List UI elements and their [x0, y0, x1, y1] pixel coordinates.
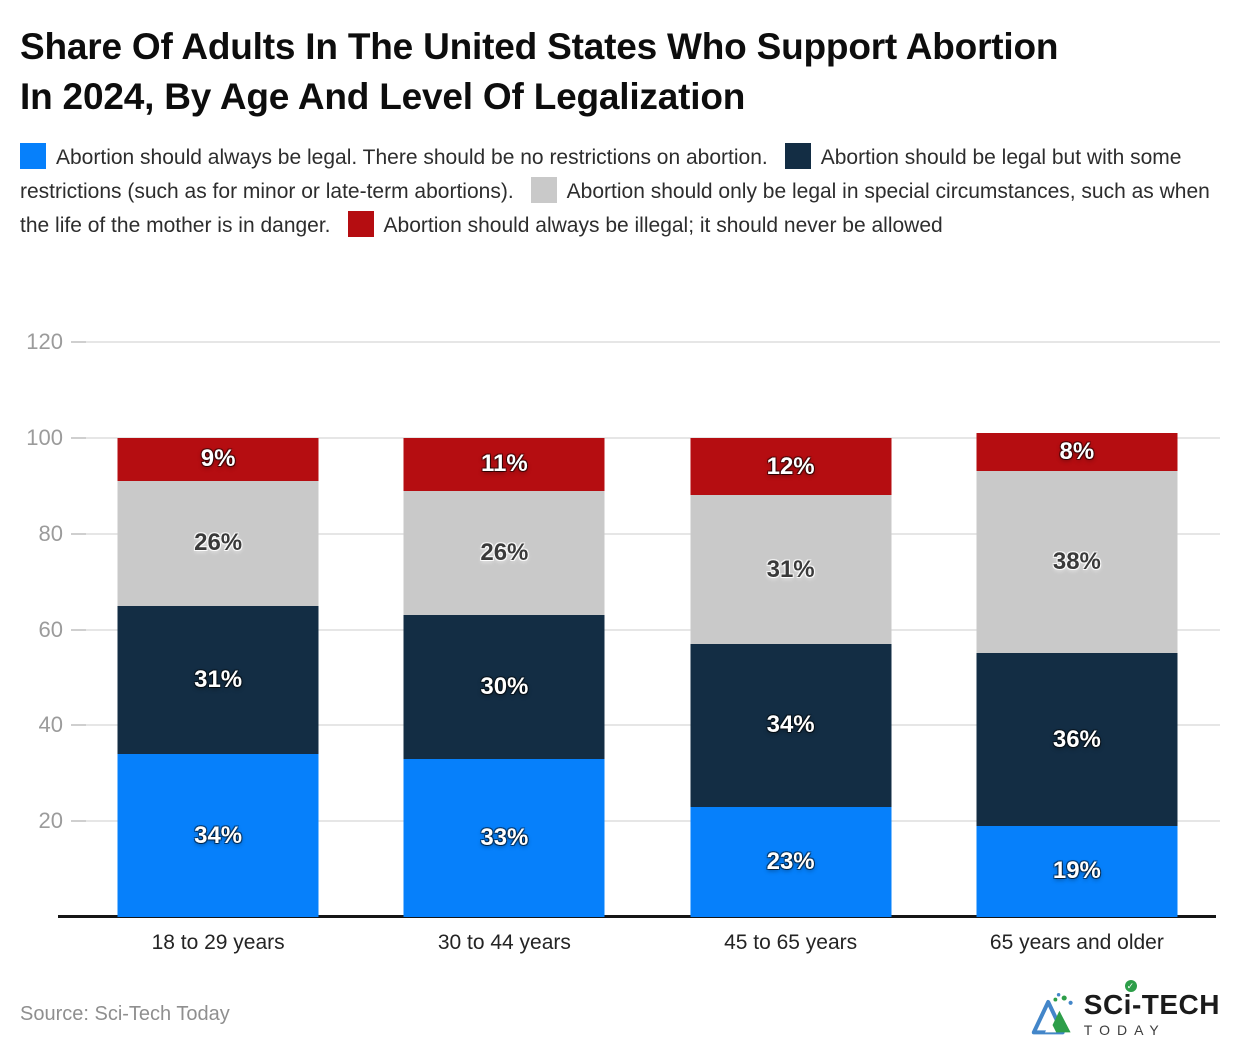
legend-label-0: Abortion should always be legal. There s… [56, 146, 768, 169]
legend-item-3: Abortion should always be illegal; it sh… [331, 211, 943, 237]
page-title-line-2: In 2024, By Age And Level Of Legalizatio… [20, 76, 746, 117]
bar-value-label: 34% [194, 821, 243, 849]
brand-i-glyph: i [1123, 989, 1132, 1020]
x-axis-label-65-years-and-older: 65 years and older [989, 931, 1164, 954]
legend-swatch-3 [347, 211, 374, 237]
chart-legend: Abortion should always be legal. There s… [20, 141, 1225, 243]
bar-segment-18-to-29-years-series-2[interactable]: 26% [117, 480, 319, 606]
source-text: Source: Sci-Tech Today [20, 1003, 230, 1025]
brand-letter-i: i ✓ [1123, 980, 1137, 1020]
bar-segment-30-to-44-years-series-3[interactable]: 11% [403, 437, 605, 491]
bar-value-label: 36% [1052, 725, 1101, 753]
y-axis: 20 40 60 80 100 120 [0, 331, 63, 917]
x-axis-label-30-to-44-years: 30 to 44 years [437, 931, 571, 954]
x-axis-label-45-to-65-years: 45 to 65 years [724, 931, 858, 954]
bar-segment-18-to-29-years-series-3[interactable]: 9% [117, 437, 319, 481]
bar-value-label: 34% [766, 711, 815, 739]
brand-prefix: SC [1083, 989, 1124, 1020]
bar-segment-65-years-and-older-series-3[interactable]: 8% [976, 433, 1178, 472]
bar-value-label: 26% [480, 538, 529, 566]
x-axis-label-18-to-29-years: 18 to 29 years [151, 931, 285, 954]
bar-value-label: 23% [766, 847, 815, 875]
y-tick-20 [71, 820, 86, 823]
bar-value-label: 8% [1059, 438, 1095, 466]
bar-value-label: 31% [766, 555, 815, 583]
brand-name: SCi ✓ -TECH [1083, 980, 1220, 1020]
bar-value-label: 33% [480, 823, 529, 851]
bar-18-to-29-years[interactable]: 9% 26% 31% 34% [117, 342, 319, 917]
gridline-60 [75, 628, 1220, 631]
y-tick-label-40: 40 [38, 712, 63, 738]
y-tick-120 [71, 341, 86, 343]
bar-segment-45-to-65-years-series-2[interactable]: 31% [690, 495, 892, 644]
page-title-line-1: Share Of Adults In The United States Who… [20, 26, 1059, 67]
bar-45-to-65-years[interactable]: 12% 31% 34% 23% [690, 342, 892, 917]
brand-suffix: -TECH [1131, 989, 1220, 1020]
bar-segment-18-to-29-years-series-1[interactable]: 31% [117, 605, 319, 755]
bar-segment-45-to-65-years-series-0[interactable]: 23% [690, 806, 892, 917]
bar-value-label: 30% [480, 673, 529, 700]
gridline-40 [75, 724, 1220, 727]
legend-item-1: Abortion should be legal but with some r… [20, 143, 1182, 203]
bar-segment-45-to-65-years-series-1[interactable]: 34% [690, 643, 892, 807]
brand-subtitle: TODAY [1083, 1022, 1166, 1038]
legend-item-2: Abortion should only be legal in special… [20, 177, 1210, 237]
legend-label-1: Abortion should be legal but with some r… [20, 146, 1182, 203]
legend-label-2: Abortion should only be legal in special… [20, 180, 1210, 237]
y-tick-40 [71, 724, 86, 727]
bar-segment-18-to-29-years-series-0[interactable]: 34% [117, 754, 319, 917]
bar-value-label: 11% [481, 450, 528, 478]
x-axis-line [58, 915, 1216, 918]
legend-swatch-0 [20, 143, 46, 169]
check-badge-icon: ✓ [1124, 980, 1137, 992]
bar-segment-30-to-44-years-series-0[interactable]: 33% [403, 758, 605, 917]
gridline-120 [75, 341, 1220, 343]
bar-segment-30-to-44-years-series-2[interactable]: 26% [403, 490, 605, 616]
legend-swatch-1 [784, 143, 811, 169]
y-tick-60 [71, 628, 86, 631]
brand-logo: SCi ✓ -TECH TODAY [1029, 980, 1220, 1038]
plot-area: 9% 26% 31% 34% 18 to 29 years 11% 26% 30% 33% 30 … [58, 341, 1220, 954]
legend-swatch-2 [530, 177, 557, 203]
bar-65-years-and-older[interactable]: 8% 38% 36% 19% [976, 342, 1178, 917]
y-tick-label-120: 120 [26, 329, 63, 354]
brand-text: SCi ✓ -TECH TODAY [1083, 980, 1220, 1038]
bar-segment-45-to-65-years-series-3[interactable]: 12% [690, 437, 892, 496]
bar-segment-65-years-and-older-series-1[interactable]: 36% [976, 653, 1178, 826]
y-tick-label-20: 20 [38, 808, 63, 834]
bar-value-label: 19% [1052, 857, 1101, 885]
gridline-80 [75, 532, 1220, 535]
y-tick-label-80: 80 [38, 520, 63, 546]
gridline-100 [75, 436, 1220, 439]
bar-value-label: 38% [1052, 548, 1101, 576]
gridline-20 [75, 820, 1220, 823]
page-title: Share Of Adults In The United States Who… [20, 22, 1230, 122]
bar-value-label: 31% [194, 665, 243, 693]
bar-value-label: 26% [194, 529, 243, 557]
y-tick-80 [71, 532, 86, 535]
bar-segment-65-years-and-older-series-0[interactable]: 19% [976, 825, 1178, 917]
bar-30-to-44-years[interactable]: 11% 26% 30% 33% [403, 342, 605, 917]
legend-item-0: Abortion should always be legal. There s… [20, 143, 768, 169]
legend-label-3: Abortion should always be illegal; it sh… [383, 214, 943, 237]
bar-segment-30-to-44-years-series-1[interactable]: 30% [403, 615, 605, 759]
y-tick-label-100: 100 [26, 424, 63, 450]
bar-value-label: 9% [200, 445, 236, 473]
mountain-logo-icon [1031, 993, 1073, 1035]
bar-value-label: 12% [766, 452, 815, 480]
y-tick-label-60: 60 [38, 616, 63, 642]
y-tick-100 [71, 436, 86, 439]
bar-segment-65-years-and-older-series-2[interactable]: 38% [976, 471, 1178, 654]
